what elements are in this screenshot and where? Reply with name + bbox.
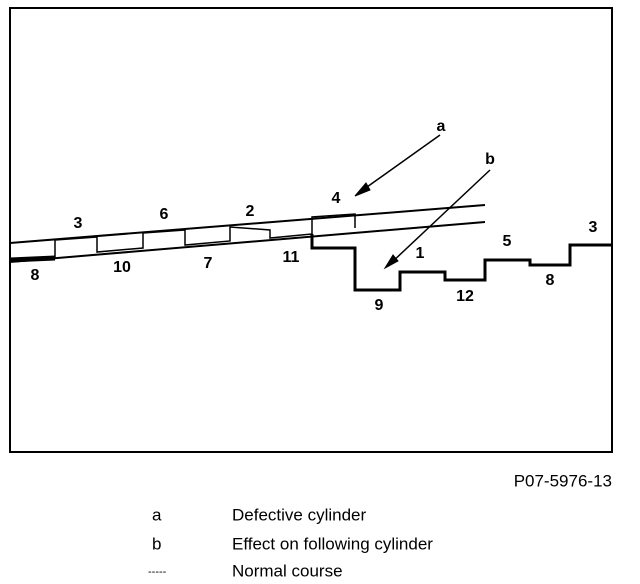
cylinder-label: 8 [546, 272, 555, 289]
legend-key: ----- [148, 566, 167, 578]
cylinder-label: 9 [375, 297, 384, 314]
cylinder-label: 7 [204, 255, 213, 272]
callout: b [485, 151, 495, 168]
cylinder-label: 12 [456, 288, 474, 305]
cylinder-label: 10 [113, 259, 131, 276]
legend-text: Defective cylinder [232, 505, 367, 524]
cylinder-label: 5 [503, 233, 512, 250]
legend-text: Normal course [232, 561, 343, 580]
legend-text: Effect on following cylinder [232, 534, 433, 553]
legend-key: b [152, 534, 161, 553]
legend-key: a [152, 505, 162, 524]
cylinder-label: 11 [283, 249, 300, 266]
cylinder-label: 3 [74, 215, 83, 232]
cylinder-label: 6 [160, 206, 169, 223]
cylinder-label: 4 [332, 190, 341, 207]
cylinder-label: 2 [246, 203, 255, 220]
diagram-lines [9, 134, 612, 292]
cylinder-label: 1 [416, 245, 425, 262]
cylinder-label: 8 [31, 267, 40, 284]
frame [9, 7, 613, 453]
cylinder-label: 3 [589, 219, 598, 236]
figure-code: P07-5976-13 [514, 471, 612, 490]
callout: a [437, 118, 446, 135]
